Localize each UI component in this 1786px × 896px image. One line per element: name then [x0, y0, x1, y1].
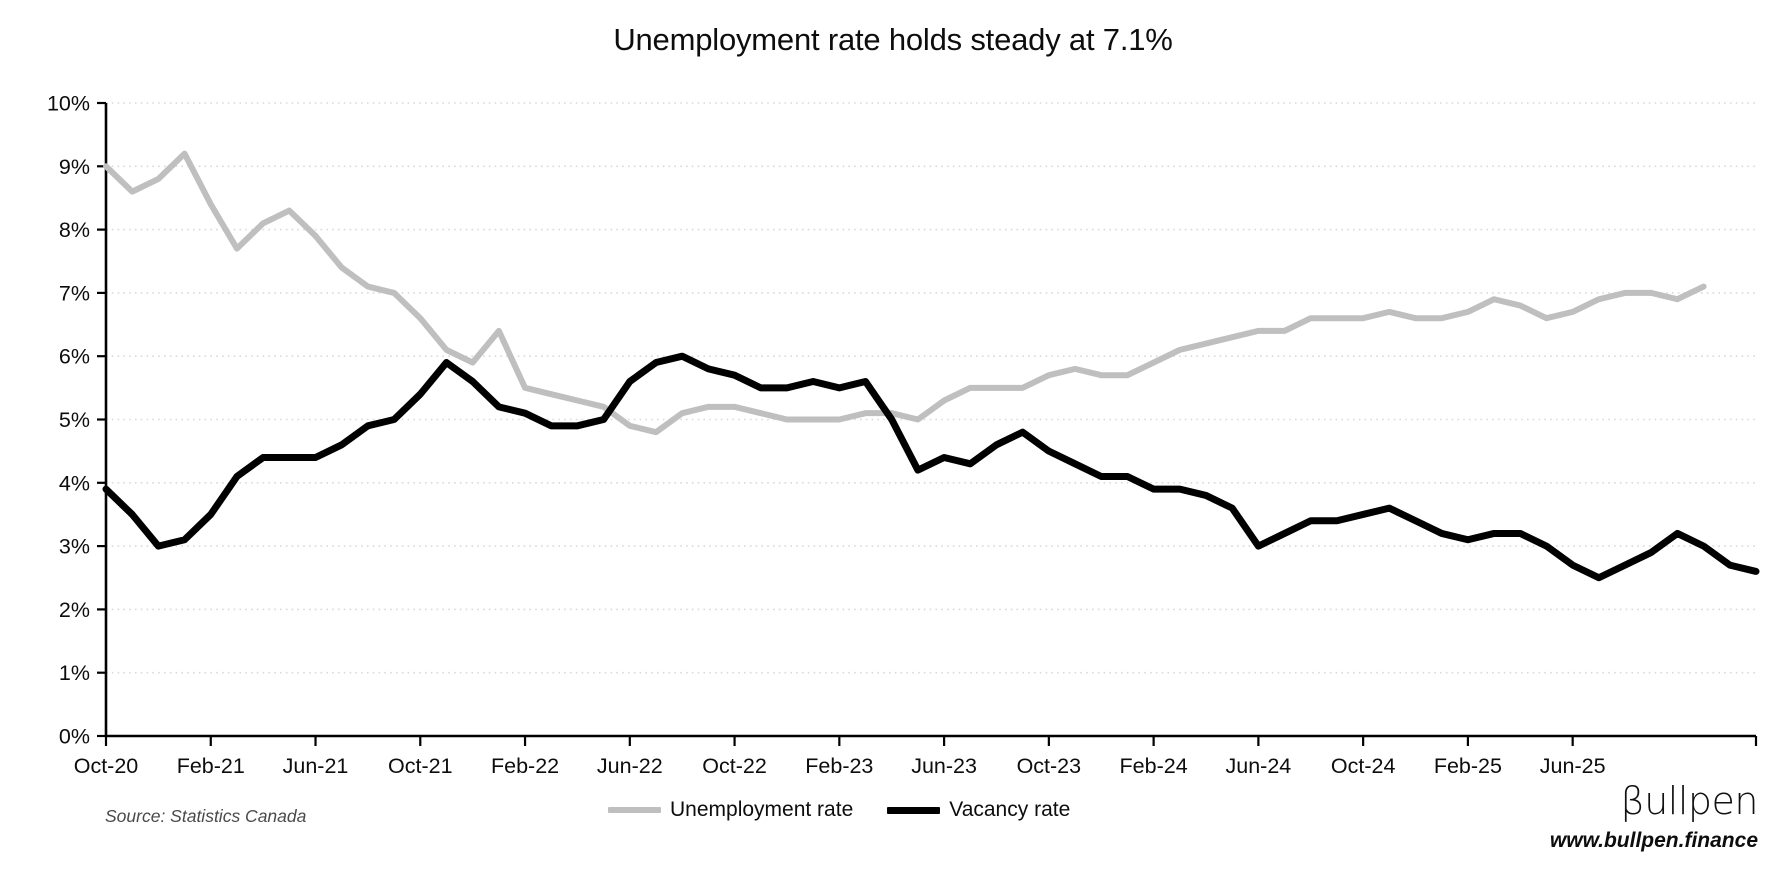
- y-tick-label: 7%: [59, 281, 90, 305]
- legend-item-unemployment: Unemployment rate: [608, 798, 853, 822]
- legend-label: Unemployment rate: [670, 798, 854, 821]
- source-note: Source: Statistics Canada: [105, 806, 307, 826]
- brand-block: βullpen www.bullpen.finance: [1428, 779, 1759, 853]
- brand-logo: βullpen: [1620, 779, 1758, 823]
- y-tick-label: 10%: [47, 92, 90, 116]
- legend-swatch-icon: [608, 807, 661, 813]
- y-tick-label: 0%: [59, 725, 90, 749]
- y-tick-label: 4%: [59, 471, 90, 495]
- legend-item-vacancy: Vacancy rate: [887, 798, 1070, 822]
- y-tick-label: 1%: [59, 661, 90, 685]
- x-tick-label: Jun-25: [1540, 754, 1606, 778]
- x-tick-label: Jun-23: [911, 754, 977, 778]
- data-series: [102, 150, 1760, 582]
- x-tick-label: Oct-21: [388, 754, 453, 778]
- page-title: Unemployment rate holds steady at 7.1%: [613, 22, 1173, 57]
- legend-swatch-icon: [887, 806, 941, 814]
- gridlines: [106, 102, 1756, 737]
- x-tick-label: Jun-24: [1226, 754, 1292, 778]
- y-tick-label: 8%: [59, 218, 90, 242]
- x-tick-label: Feb-23: [805, 754, 873, 778]
- y-tick-label: 6%: [59, 345, 90, 369]
- x-axis-ticks: [104, 736, 1758, 746]
- x-tick-label: Oct-20: [74, 754, 139, 778]
- y-tick-label: 9%: [59, 155, 90, 179]
- x-tick-label: Jun-21: [283, 754, 349, 778]
- series-line-unemployment-rate: [103, 150, 1707, 436]
- series-line-vacancy-rate: [102, 352, 1760, 582]
- x-tick-label: Feb-21: [177, 754, 245, 778]
- brand-url: www.bullpen.finance: [1549, 829, 1758, 852]
- x-tick-label: Feb-24: [1120, 754, 1188, 778]
- y-tick-label: 3%: [59, 535, 90, 559]
- y-axis-labels: 0% 1% 2% 3% 4% 5% 6% 7% 8% 9% 10%: [47, 92, 90, 749]
- x-tick-label: Feb-22: [491, 754, 559, 778]
- legend-label: Vacancy rate: [949, 798, 1071, 821]
- x-tick-label: Feb-25: [1434, 754, 1502, 778]
- x-axis-labels: Oct-20 Feb-21 Jun-21 Oct-21 Feb-22 Jun-22 Oct-…: [74, 754, 1606, 778]
- x-tick-label: Oct-22: [702, 754, 767, 778]
- y-axis-ticks: [97, 101, 106, 738]
- x-tick-label: Oct-23: [1017, 754, 1082, 778]
- chart-legend: Unemployment rate Vacancy rate: [608, 798, 1070, 822]
- y-tick-label: 5%: [59, 408, 90, 432]
- y-tick-label: 2%: [59, 598, 90, 622]
- x-tick-label: Jun-22: [597, 754, 663, 778]
- x-tick-label: Oct-24: [1331, 754, 1396, 778]
